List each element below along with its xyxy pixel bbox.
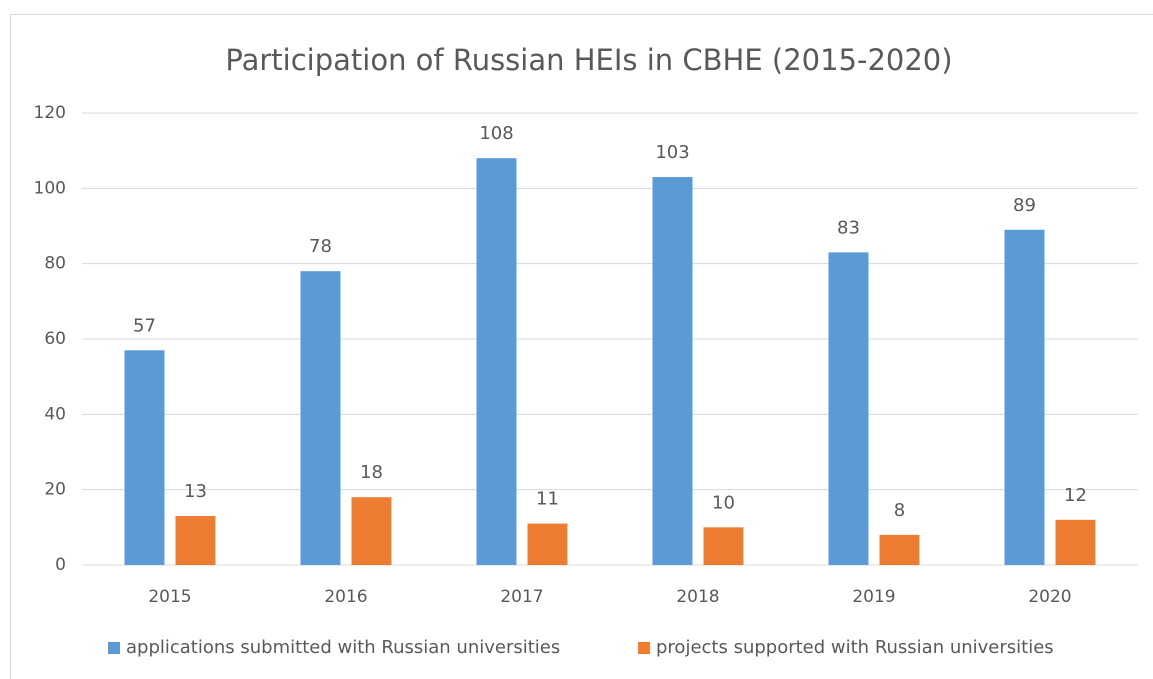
bar bbox=[527, 523, 568, 565]
bar bbox=[1004, 229, 1045, 565]
data-label: 12 bbox=[1064, 485, 1087, 506]
bar bbox=[828, 252, 869, 565]
y-tick-label: 60 bbox=[44, 329, 66, 349]
bar bbox=[300, 271, 341, 565]
data-label: 89 bbox=[1013, 195, 1036, 216]
data-label: 103 bbox=[655, 142, 689, 163]
data-label: 78 bbox=[309, 236, 332, 257]
data-label: 18 bbox=[360, 462, 383, 483]
bar bbox=[1055, 519, 1096, 565]
y-tick-label: 40 bbox=[44, 404, 66, 424]
bar bbox=[703, 527, 744, 565]
data-label: 57 bbox=[133, 315, 156, 336]
x-tick-label: 2017 bbox=[500, 587, 543, 607]
y-tick-label: 120 bbox=[34, 103, 66, 123]
bar bbox=[124, 350, 165, 565]
data-label: 83 bbox=[837, 217, 860, 238]
x-tick-label: 2020 bbox=[1028, 587, 1071, 607]
bar bbox=[476, 158, 517, 565]
legend-label: applications submitted with Russian univ… bbox=[126, 637, 560, 658]
y-tick-label: 0 bbox=[55, 555, 66, 575]
data-label: 8 bbox=[894, 500, 905, 521]
x-tick-label: 2018 bbox=[676, 587, 719, 607]
chart-title: Participation of Russian HEIs in CBHE (2… bbox=[225, 43, 952, 77]
data-label: 10 bbox=[712, 492, 735, 513]
legend-swatch bbox=[638, 642, 650, 654]
x-tick-label: 2019 bbox=[852, 587, 895, 607]
data-label: 108 bbox=[479, 123, 513, 144]
bar bbox=[879, 534, 920, 565]
data-label: 11 bbox=[536, 489, 559, 510]
x-tick-label: 2015 bbox=[148, 587, 191, 607]
bar bbox=[652, 177, 693, 566]
y-tick-label: 80 bbox=[44, 254, 66, 274]
chart-border bbox=[10, 14, 1153, 679]
bar bbox=[351, 497, 392, 565]
data-label: 13 bbox=[184, 481, 207, 502]
bar bbox=[175, 516, 216, 565]
y-tick-label: 100 bbox=[34, 178, 66, 198]
legend-label: projects supported with Russian universi… bbox=[656, 637, 1054, 658]
legend-swatch bbox=[108, 642, 120, 654]
x-tick-label: 2016 bbox=[324, 587, 367, 607]
y-tick-label: 20 bbox=[44, 480, 66, 500]
